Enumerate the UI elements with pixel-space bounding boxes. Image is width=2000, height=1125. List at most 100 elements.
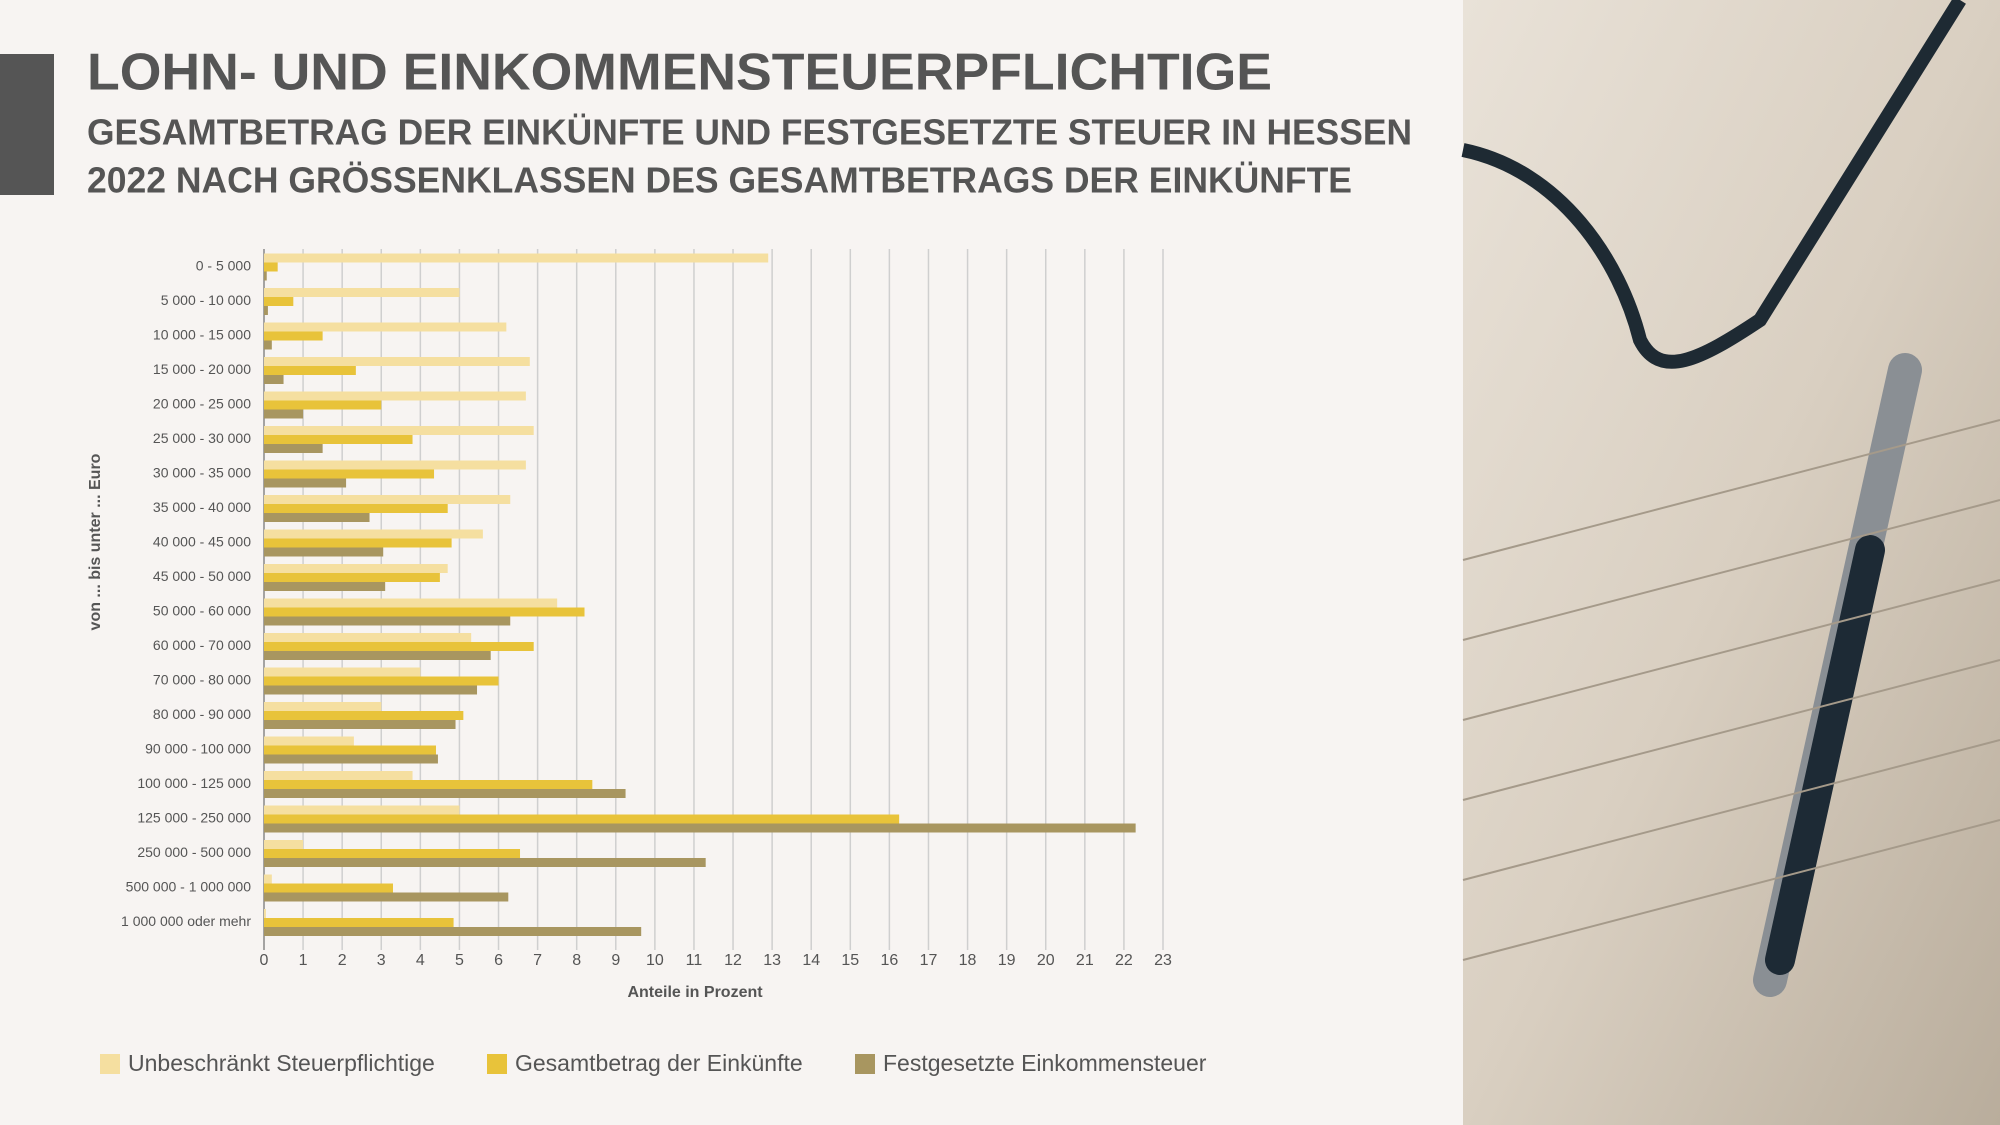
bar (264, 469, 435, 479)
bar (264, 883, 393, 893)
x-tick-label: 23 (1154, 952, 1172, 969)
x-tick-label: 4 (416, 952, 425, 969)
y-tick-label: 500 000 - 1 000 000 (126, 879, 252, 895)
bar (264, 676, 499, 686)
x-tick-label: 19 (998, 952, 1016, 969)
bar (264, 529, 483, 539)
legend-swatch (100, 1054, 120, 1074)
bar (264, 400, 382, 410)
x-tick-label: 11 (686, 952, 703, 969)
x-tick-label: 1 (299, 952, 308, 969)
x-tick-label: 2 (338, 952, 347, 969)
bar (264, 460, 526, 470)
bar (264, 444, 323, 453)
y-tick-label: 45 000 - 50 000 (153, 568, 251, 584)
bar (264, 789, 626, 798)
y-tick-label: 35 000 - 40 000 (153, 499, 251, 515)
bar (264, 538, 452, 548)
y-tick-label: 60 000 - 70 000 (153, 637, 251, 653)
bar (264, 253, 769, 263)
bar (264, 918, 454, 927)
x-tick-label: 5 (455, 952, 464, 969)
bar (264, 909, 266, 918)
bar (264, 616, 511, 626)
x-tick-label: 14 (802, 952, 820, 969)
bar (264, 271, 267, 281)
legend-swatch (855, 1054, 875, 1074)
accent-bar (0, 54, 54, 195)
bar (264, 840, 304, 849)
y-tick-label: 0 - 5 000 (196, 258, 251, 274)
y-tick-label: 30 000 - 35 000 (153, 465, 251, 481)
bar (264, 288, 460, 297)
photo (1461, 0, 2000, 1125)
x-tick-label: 7 (533, 952, 542, 969)
bar (264, 849, 521, 858)
y-tick-label: 250 000 - 500 000 (137, 844, 251, 860)
bar (264, 547, 384, 557)
bar (264, 366, 356, 375)
y-tick-label: 15 000 - 20 000 (153, 361, 251, 377)
bar (264, 720, 456, 729)
bar (264, 409, 304, 419)
x-tick-label: 3 (377, 952, 386, 969)
bar (264, 736, 354, 746)
x-tick-label: 22 (1115, 952, 1133, 969)
bar (264, 598, 558, 608)
y-tick-label: 25 000 - 30 000 (153, 430, 251, 446)
x-tick-label: 10 (646, 952, 664, 969)
bar (264, 805, 460, 815)
bar (264, 513, 370, 522)
bar (264, 607, 585, 617)
x-tick-label: 6 (494, 952, 503, 969)
x-tick-label: 17 (920, 952, 938, 969)
bar (264, 375, 284, 384)
y-tick-label: 20 000 - 25 000 (153, 396, 251, 412)
bar (264, 391, 526, 401)
bar (264, 823, 1136, 833)
x-tick-label: 16 (880, 952, 898, 969)
bar (264, 685, 478, 695)
y-tick-label: 10 000 - 15 000 (153, 327, 251, 343)
y-tick-label: 50 000 - 60 000 (153, 603, 251, 619)
x-tick-label: 13 (763, 952, 781, 969)
x-tick-label: 20 (1037, 952, 1055, 969)
y-axis-title: von ... bis unter ... Euro (87, 453, 104, 630)
y-tick-label: 70 000 - 80 000 (153, 672, 251, 688)
bar (264, 667, 421, 677)
x-axis-title: Anteile in Prozent (627, 984, 763, 1001)
x-tick-label: 21 (1076, 952, 1094, 969)
bar (264, 711, 464, 720)
x-tick-label: 9 (611, 952, 620, 969)
x-tick-label: 15 (841, 952, 859, 969)
legend-swatch (487, 1054, 507, 1074)
legend-label: Festgesetzte Einkommensteuer (883, 1050, 1207, 1076)
chart-subtitle: 2022 NACH GRÖSSENKLASSEN DES GESAMTBETRA… (87, 160, 1352, 201)
bar (264, 892, 509, 902)
bar (264, 771, 413, 780)
bar (264, 322, 507, 332)
bar (264, 745, 436, 755)
legend-label: Unbeschränkt Steuerpflichtige (128, 1050, 435, 1076)
bar (264, 262, 278, 272)
bar (264, 306, 268, 315)
bar (264, 478, 347, 488)
bar (264, 573, 440, 582)
bar (264, 874, 272, 884)
bar (264, 340, 272, 350)
y-tick-label: 100 000 - 125 000 (137, 775, 251, 791)
y-tick-label: 40 000 - 45 000 (153, 534, 251, 550)
bar (264, 780, 593, 789)
x-tick-label: 8 (572, 952, 581, 969)
bar (264, 495, 511, 504)
bar (264, 633, 472, 642)
bar (264, 426, 534, 435)
bar (264, 814, 900, 824)
y-tick-label: 125 000 - 250 000 (137, 810, 251, 826)
bar (264, 858, 706, 867)
legend-label: Gesamtbetrag der Einkünfte (515, 1050, 803, 1076)
bar (264, 582, 386, 591)
bar (264, 564, 448, 573)
y-tick-label: 90 000 - 100 000 (145, 741, 251, 757)
chart-title: LOHN- UND EINKOMMENSTEUERPFLICHTIGE (87, 44, 1272, 102)
